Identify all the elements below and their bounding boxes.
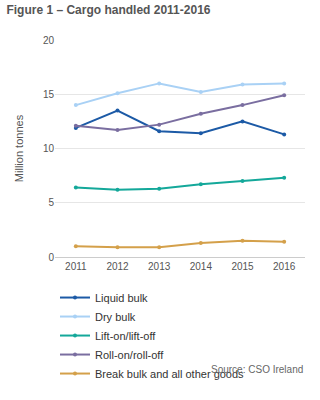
svg-text:2012: 2012 <box>106 261 129 272</box>
svg-text:2014: 2014 <box>190 261 213 272</box>
svg-text:2016: 2016 <box>273 261 296 272</box>
svg-text:5: 5 <box>48 197 54 208</box>
svg-text:Dry bulk: Dry bulk <box>95 311 136 323</box>
svg-text:Source: CSO Ireland: Source: CSO Ireland <box>211 364 303 375</box>
svg-text:2015: 2015 <box>231 261 254 272</box>
svg-text:10: 10 <box>43 143 55 154</box>
svg-text:Liquid bulk: Liquid bulk <box>95 292 148 304</box>
svg-text:Figure 1 – Cargo handled 2011-: Figure 1 – Cargo handled 2011-2016 <box>6 3 210 17</box>
svg-text:15: 15 <box>43 89 55 100</box>
svg-text:2011: 2011 <box>65 261 87 272</box>
svg-text:0: 0 <box>48 252 54 263</box>
svg-text:Lift-on/lift-off: Lift-on/lift-off <box>95 330 156 342</box>
svg-text:Million tonnes: Million tonnes <box>13 114 25 182</box>
svg-text:2013: 2013 <box>148 261 171 272</box>
svg-text:20: 20 <box>43 35 55 46</box>
svg-text:Break bulk and all other goods: Break bulk and all other goods <box>95 368 244 380</box>
svg-text:Roll-on/roll-off: Roll-on/roll-off <box>95 349 164 361</box>
